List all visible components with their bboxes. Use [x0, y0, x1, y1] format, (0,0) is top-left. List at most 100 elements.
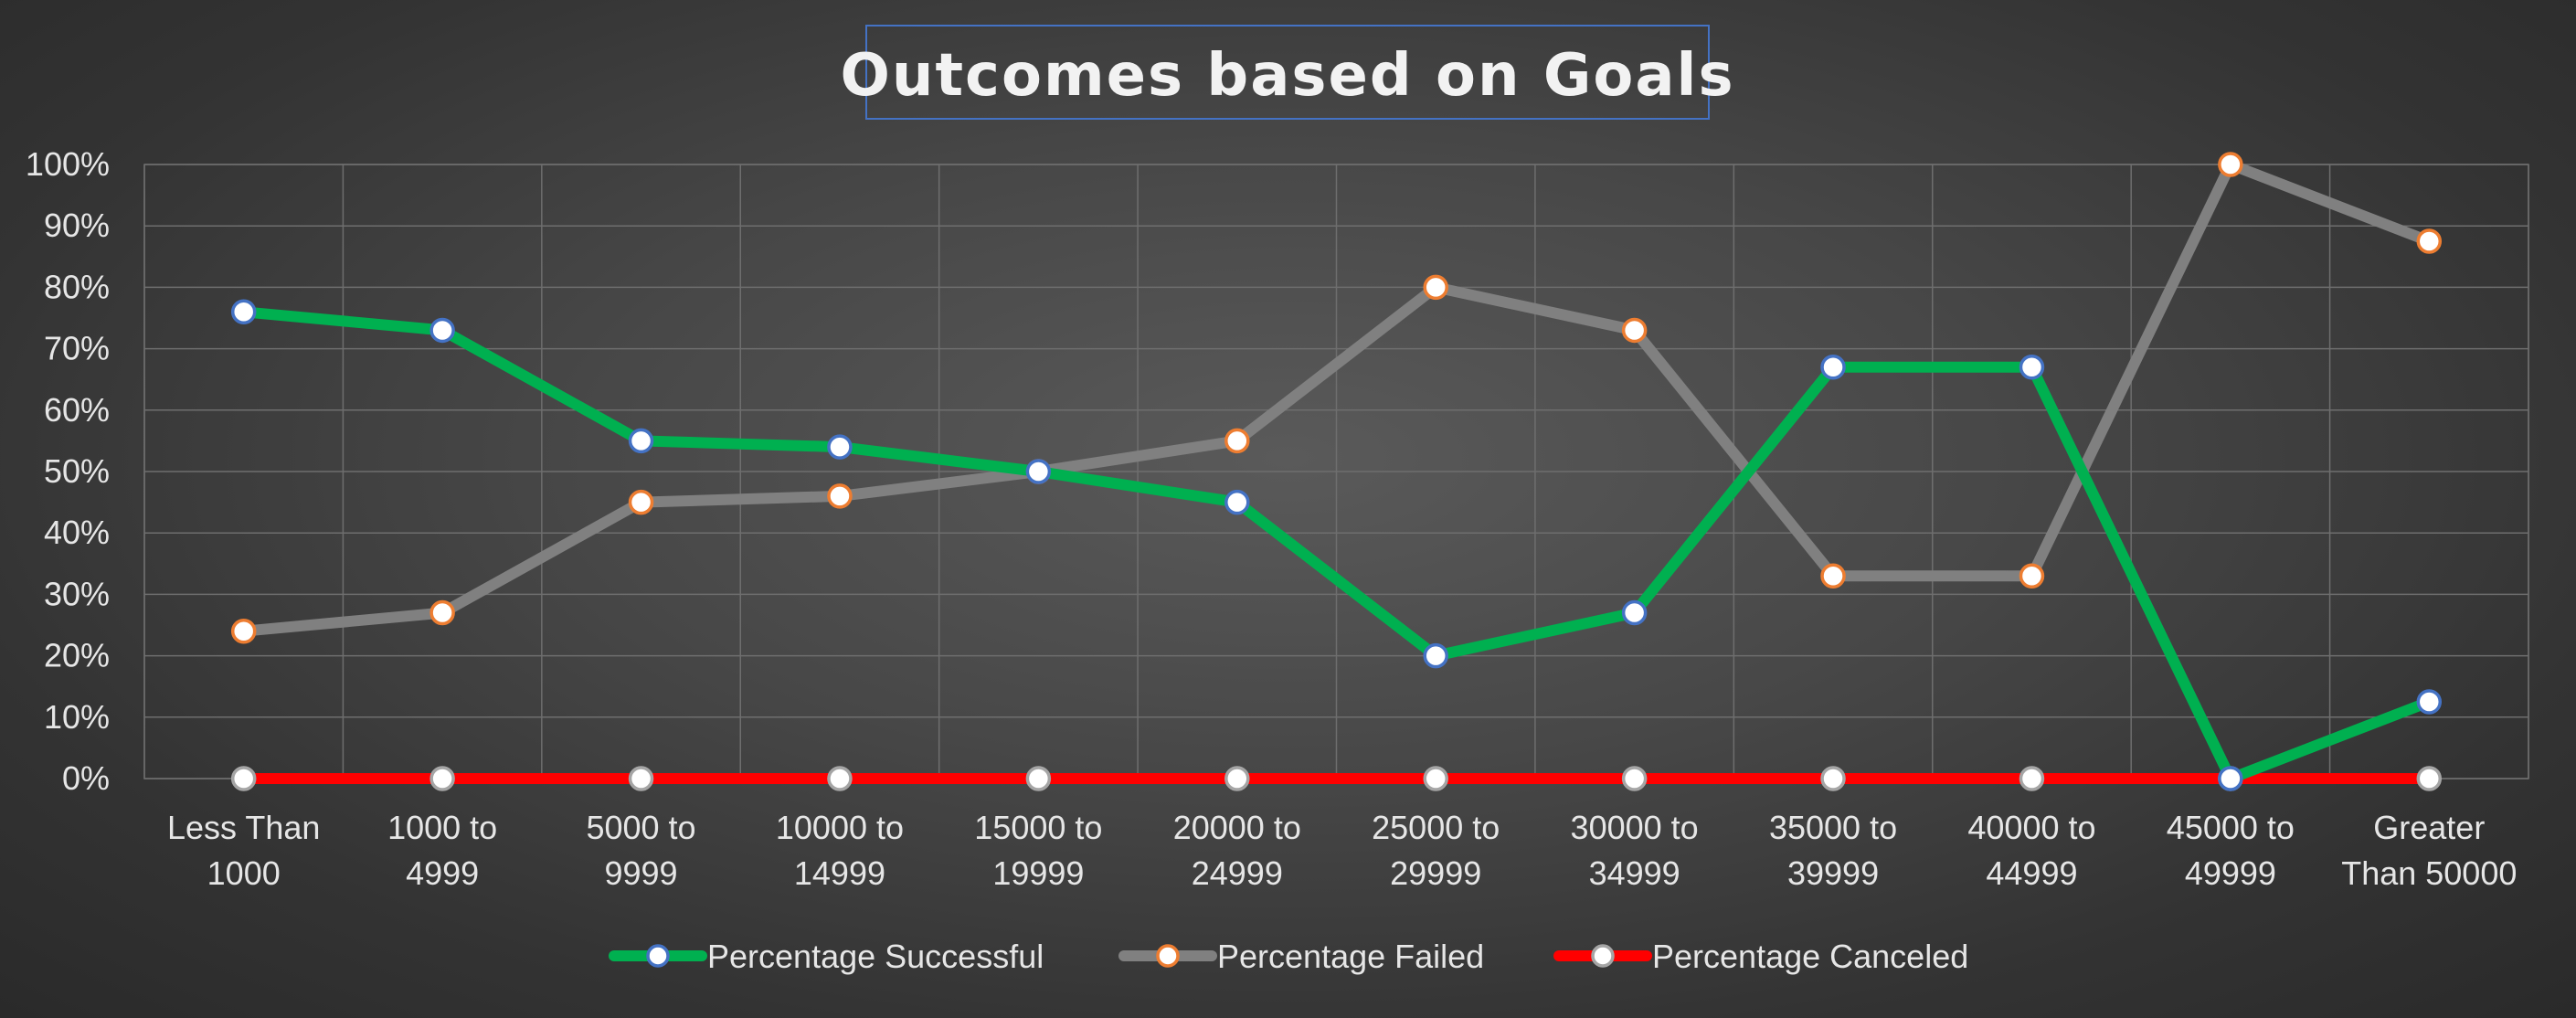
x-tick-label-line: 4999 — [406, 854, 479, 892]
data-point — [1621, 766, 1648, 791]
legend-item: Percentage Canceled — [1553, 938, 1968, 975]
data-point — [827, 766, 853, 791]
data-point — [1423, 766, 1448, 791]
data-point — [2218, 766, 2243, 791]
x-tick-label-line: 19999 — [992, 854, 1084, 892]
data-point — [1820, 563, 1846, 589]
legend-label: Percentage Failed — [1217, 938, 1484, 975]
x-tick-label-line: 1000 to — [387, 809, 497, 846]
data-point — [1224, 489, 1250, 515]
data-point — [1025, 766, 1052, 791]
y-tick-label: 10% — [44, 698, 110, 736]
legend-swatch-marker — [646, 944, 670, 968]
x-tick-label: 10000 to 14999 — [776, 809, 904, 892]
x-tick-label-line: 44999 — [1986, 854, 2077, 892]
x-tick-label-line: 29999 — [1390, 854, 1481, 892]
y-tick-label: 40% — [44, 514, 110, 551]
x-tick-label: 15000 to 19999 — [974, 809, 1102, 892]
data-point — [1820, 355, 1846, 380]
x-tick-label-line: 39999 — [1787, 854, 1879, 892]
y-tick-label: 100% — [26, 145, 110, 183]
y-tick-label: 0% — [62, 759, 110, 797]
x-tick-label-line: 15000 to — [974, 809, 1102, 846]
data-point — [2416, 228, 2443, 254]
x-tick-label-line: 20000 to — [1173, 809, 1301, 846]
x-tick-label-line: Less Than — [167, 809, 320, 846]
x-tick-label-line: 10000 to — [776, 809, 904, 846]
x-axis: Less Than 1000 1000 to 4999 5000 to 9999 10000… — [167, 809, 2517, 892]
data-point — [429, 317, 455, 344]
x-tick-label-line: 24999 — [1192, 854, 1283, 892]
x-tick-label: 35000 to 39999 — [1769, 809, 1897, 892]
y-tick-label: 80% — [44, 268, 110, 305]
x-tick-label-line: 34999 — [1589, 854, 1680, 892]
x-tick-label-line: 40000 to — [1967, 809, 2095, 846]
data-point — [2218, 152, 2243, 177]
data-point — [628, 489, 654, 515]
data-point — [1224, 428, 1250, 454]
legend-swatch-marker — [1156, 944, 1180, 968]
legend-label: Percentage Successful — [707, 938, 1044, 975]
series-percentage-successful — [230, 299, 2443, 791]
y-tick-label: 20% — [44, 637, 110, 674]
series-line — [238, 159, 2435, 637]
y-tick-label: 70% — [44, 330, 110, 367]
legend-swatch-marker — [1591, 944, 1615, 968]
data-point — [628, 766, 654, 791]
data-point — [1224, 766, 1250, 791]
x-tick-label: Greater Than 50000 — [2341, 809, 2517, 892]
data-point — [2416, 689, 2443, 715]
data-point — [230, 618, 257, 644]
chart-title-box — [865, 25, 1710, 120]
data-point — [429, 599, 455, 626]
x-tick-label: 1000 to 4999 — [387, 809, 497, 892]
x-tick-label-line: 9999 — [604, 854, 677, 892]
x-tick-label-line: 35000 to — [1769, 809, 1897, 846]
data-point — [230, 299, 257, 325]
x-tick-label-line: Than 50000 — [2341, 854, 2517, 892]
legend-label: Percentage Canceled — [1652, 938, 1968, 975]
x-tick-label-line: 49999 — [2185, 854, 2276, 892]
x-tick-label: 5000 to 9999 — [586, 809, 695, 892]
y-tick-label: 60% — [44, 391, 110, 429]
chart-title: Outcomes based on Goals — [840, 25, 1734, 120]
data-point — [2019, 355, 2045, 380]
x-tick-label-line: 14999 — [794, 854, 885, 892]
y-tick-label: 30% — [44, 575, 110, 612]
x-tick-label: 40000 to 44999 — [1967, 809, 2095, 892]
data-point — [628, 428, 654, 454]
x-tick-label-line: 45000 to — [2167, 809, 2295, 846]
legend-item: Percentage Failed — [1118, 938, 1484, 975]
y-tick-label: 50% — [44, 452, 110, 490]
data-point — [827, 483, 853, 509]
x-tick-label-line: 25000 to — [1372, 809, 1500, 846]
legend: Percentage Successful Percentage Failed Pe… — [609, 938, 1968, 975]
data-point — [1423, 274, 1448, 301]
x-tick-label: 45000 to 49999 — [2167, 809, 2295, 892]
data-point — [1820, 766, 1846, 791]
x-tick-label-line: Greater — [2373, 809, 2485, 846]
x-tick-label-line: 5000 to — [586, 809, 695, 846]
data-point — [827, 434, 853, 460]
x-tick-label-line: 1000 — [207, 854, 281, 892]
data-point — [1423, 642, 1448, 669]
data-point — [230, 766, 257, 791]
data-point — [2019, 766, 2045, 791]
data-point — [1621, 599, 1648, 626]
y-axis: 0% 10% 20% 30% 40% 50% 60% 70% 80% 90% 100% — [26, 145, 110, 797]
series-line — [238, 306, 2435, 784]
series-group — [230, 152, 2443, 791]
legend-item: Percentage Successful — [609, 938, 1044, 975]
data-point — [1025, 459, 1052, 484]
plot-grid — [143, 164, 2529, 779]
x-tick-label: 30000 to 34999 — [1571, 809, 1699, 892]
x-tick-label: 25000 to 29999 — [1372, 809, 1500, 892]
data-point — [2416, 766, 2443, 791]
x-tick-label-line: 30000 to — [1571, 809, 1699, 846]
x-tick-label: Less Than 1000 — [167, 809, 320, 892]
x-tick-label: 20000 to 24999 — [1173, 809, 1301, 892]
data-point — [1621, 317, 1648, 344]
chart-title-text: Outcomes based on Goals — [840, 42, 1734, 110]
data-point — [2019, 563, 2045, 589]
